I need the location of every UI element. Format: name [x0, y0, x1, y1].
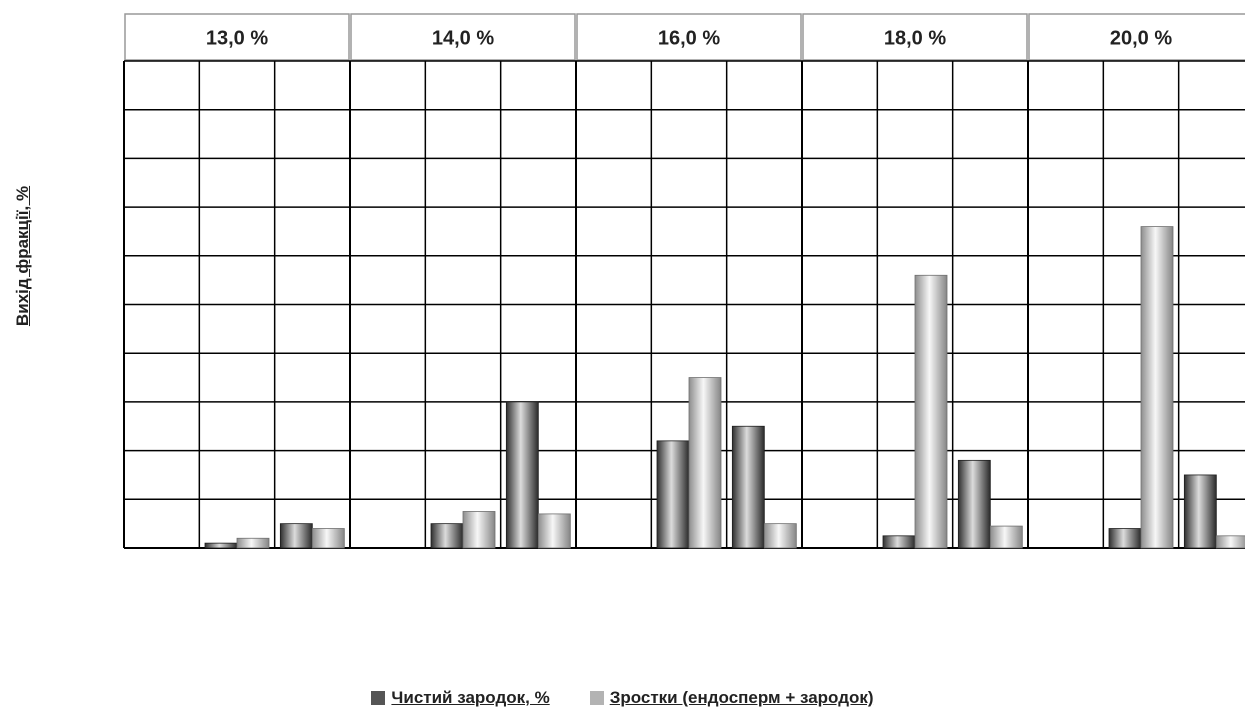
bar-pure-germ [656, 440, 690, 549]
legend-swatch-pure-germ [371, 691, 386, 705]
bar-pure-germ [204, 542, 238, 549]
bar-pure-germ [882, 535, 916, 549]
legend-swatch-intergrowths [589, 691, 604, 705]
y-axis-label: Вихід фракції, % [13, 185, 32, 327]
legend-label-pure-germ: Чистий зародок, % [391, 688, 550, 707]
group-header-box [350, 13, 576, 61]
bar-intergrowths [462, 511, 496, 549]
bar-pure-germ [731, 425, 765, 549]
group-label: 18,0 % [884, 28, 946, 50]
bar-intergrowths [311, 528, 345, 549]
legend-item-intergrowths: Зростки (ендосперм + зародок) [589, 688, 874, 708]
group-header-box [802, 13, 1028, 61]
group-header-box [1028, 13, 1245, 61]
bar-pure-germ [1108, 528, 1142, 549]
group-label: 20,0 % [1110, 28, 1172, 50]
group-header-box [124, 13, 350, 61]
bar-intergrowths [688, 377, 722, 549]
bar-intergrowths [537, 513, 571, 549]
group-header-box [576, 13, 802, 61]
bar-pure-germ [957, 459, 991, 549]
bar-intergrowths [236, 537, 270, 549]
legend-item-pure-germ: Чистий зародок, % [371, 688, 550, 708]
bar-intergrowths [1215, 535, 1245, 549]
bar-pure-germ [279, 523, 313, 549]
bar-pure-germ [1183, 474, 1217, 549]
legend: Чистий зародок, % Зростки (ендосперм + з… [0, 688, 1245, 708]
group-label: 16,0 % [658, 28, 720, 50]
bar-intergrowths [989, 525, 1023, 549]
bar-intergrowths [1140, 226, 1174, 549]
group-headers: 13,0 % 14,0 % 16,0 % 18,0 % 20,0 % [124, 13, 1245, 61]
group-label: 14,0 % [432, 28, 494, 50]
legend-label-intergrowths: Зростки (ендосперм + зародок) [609, 688, 874, 707]
bar-pure-germ [505, 401, 539, 549]
bar-pure-germ [430, 523, 464, 549]
bar-intergrowths [914, 274, 948, 549]
bar-intergrowths [763, 523, 797, 549]
bars [204, 226, 1245, 549]
group-label: 13,0 % [206, 28, 268, 50]
